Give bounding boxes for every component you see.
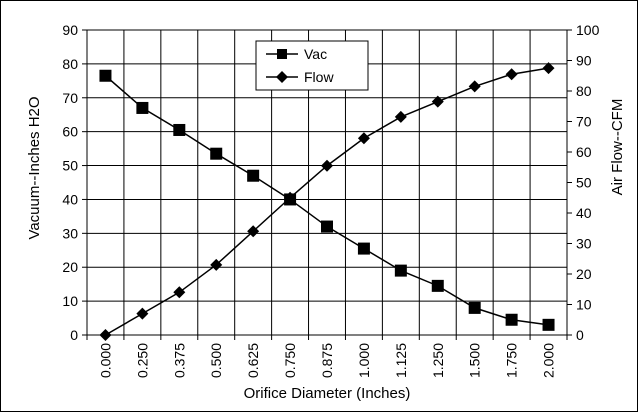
x-tick-label: 0.750 <box>282 343 298 378</box>
left-tick-label: 90 <box>62 22 78 38</box>
right-tick-label: 80 <box>576 83 592 99</box>
data-point-vac <box>542 318 555 331</box>
left-tick-label: 60 <box>62 124 78 140</box>
data-point-vac <box>505 313 518 326</box>
left-tick-label: 10 <box>62 293 78 309</box>
x-axis-ticks: 0.000 0.250 0.375 0.500 0.625 0.750 0.875 1.000… <box>86 335 568 378</box>
data-point-vac <box>99 69 112 82</box>
legend: Vac Flow <box>255 40 369 91</box>
left-tick-label: 70 <box>62 90 78 106</box>
data-point-vac <box>247 169 260 182</box>
data-point-flow <box>210 258 223 271</box>
legend-box <box>255 40 369 91</box>
x-tick-label: 2.000 <box>541 343 557 378</box>
data-point-flow <box>99 329 112 341</box>
x-tick-label: 1.250 <box>430 343 446 378</box>
left-tick-label: 30 <box>62 225 78 241</box>
legend-marker-flow <box>276 71 288 83</box>
right-tick-label: 0 <box>576 327 584 343</box>
legend-label-vac: Vac <box>304 46 327 62</box>
left-tick-label: 50 <box>62 158 78 174</box>
data-point-vac <box>136 101 149 114</box>
left-tick-label: 40 <box>62 191 78 207</box>
data-point-flow <box>173 286 186 299</box>
left-axis-ticks: 0 10 20 30 40 50 60 70 80 90 <box>62 22 87 343</box>
right-tick-label: 30 <box>576 236 592 252</box>
data-point-flow <box>136 307 149 320</box>
data-point-vac <box>357 242 370 255</box>
x-tick-label: 0.875 <box>319 343 335 378</box>
right-tick-label: 40 <box>576 205 592 221</box>
legend-marker-vac <box>277 49 287 59</box>
right-tick-label: 20 <box>576 266 592 282</box>
data-point-vac <box>394 264 407 277</box>
right-axis-ticks: 0 10 20 30 40 50 60 70 80 90 100 <box>567 22 600 343</box>
x-tick-label: 0.250 <box>134 343 150 378</box>
x-axis-title: Orifice Diameter (Inches) <box>244 385 411 402</box>
left-tick-label: 20 <box>62 259 78 275</box>
x-tick-label: 0.000 <box>97 343 113 378</box>
x-tick-label: 1.125 <box>393 343 409 378</box>
right-tick-label: 10 <box>576 297 592 313</box>
data-point-flow <box>542 62 555 75</box>
x-tick-label: 0.500 <box>208 343 224 378</box>
data-point-flow <box>284 191 297 204</box>
legend-label-flow: Flow <box>304 69 334 85</box>
right-tick-label: 70 <box>576 114 592 130</box>
series-group <box>99 62 555 341</box>
x-tick-label: 1.000 <box>356 343 372 378</box>
left-axis-title: Vacuum--Inches H2O <box>26 96 43 239</box>
right-tick-label: 50 <box>576 175 592 191</box>
data-point-vac <box>468 301 481 314</box>
right-axis-title: Air Flow--CFM <box>609 99 626 196</box>
data-point-flow <box>394 110 407 123</box>
data-point-flow <box>321 159 333 172</box>
right-tick-label: 60 <box>576 144 592 160</box>
data-point-vac <box>431 279 444 292</box>
right-tick-label: 90 <box>576 53 592 69</box>
data-point-flow <box>247 225 260 238</box>
data-point-vac <box>321 220 333 233</box>
left-tick-label: 80 <box>62 56 78 72</box>
data-point-flow <box>431 95 444 108</box>
left-tick-label: 0 <box>70 327 78 343</box>
data-point-flow <box>357 132 370 145</box>
x-tick-label: 1.500 <box>467 343 483 378</box>
x-tick-label: 0.625 <box>245 343 261 378</box>
right-tick-label: 100 <box>576 22 600 38</box>
x-tick-label: 0.375 <box>171 343 187 378</box>
x-tick-label: 1.750 <box>504 343 520 378</box>
data-point-flow <box>468 80 481 93</box>
data-point-flow <box>505 68 518 81</box>
data-point-vac <box>173 123 186 136</box>
data-point-vac <box>210 147 223 160</box>
